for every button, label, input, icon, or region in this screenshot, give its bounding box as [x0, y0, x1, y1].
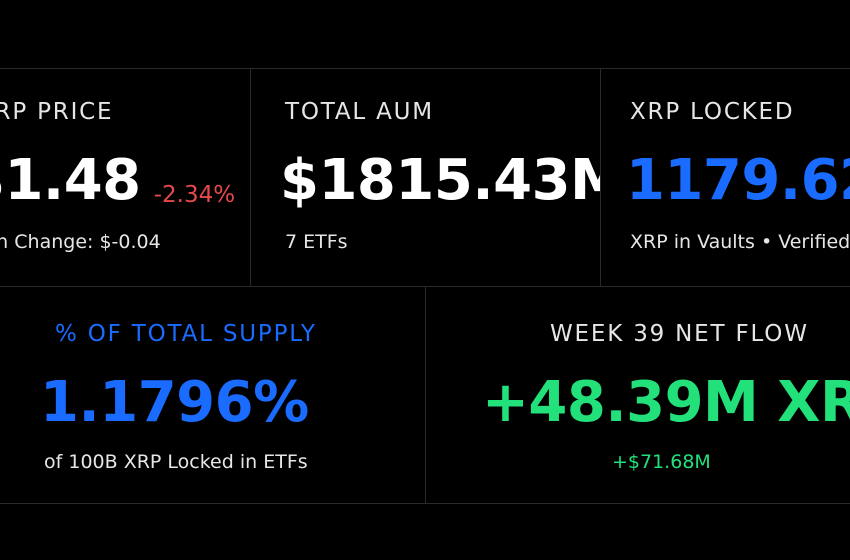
supply-subtitle: of 100B XRP Locked in ETFs	[44, 451, 308, 473]
aum-value: $1815.43M	[280, 148, 600, 213]
price-value-row: $1.48 -2.34%	[0, 153, 235, 209]
supply-label: % OF TOTAL SUPPLY	[55, 321, 317, 347]
aum-etf-count: 7 ETFs	[285, 231, 348, 253]
grid-line-top	[0, 68, 850, 69]
supply-card: % OF TOTAL SUPPLY 1.1796% of 100B XRP Lo…	[0, 287, 425, 503]
price-change-percent: -2.34%	[153, 181, 236, 208]
locked-subtitle: XRP in Vaults • Verified	[630, 231, 850, 253]
supply-value: 1.1796%	[40, 370, 309, 435]
flow-usd-value: +$71.68M	[612, 451, 711, 473]
aum-label: TOTAL AUM	[285, 99, 434, 125]
price-card: XRP PRICE $1.48 -2.34% 24h Change: $-0.0…	[0, 69, 250, 286]
price-change-subtitle: 24h Change: $-0.04	[0, 231, 161, 253]
price-label: XRP PRICE	[0, 99, 114, 125]
flow-label: WEEK 39 NET FLOW	[550, 321, 809, 347]
flow-card: WEEK 39 NET FLOW +48.39M XRP +$71.68M	[426, 287, 850, 503]
locked-value: 1179.62M	[626, 148, 850, 213]
grid-divider-2	[600, 68, 601, 286]
grid-divider-1	[250, 68, 251, 286]
flow-value: +48.39M XRP	[482, 370, 850, 435]
locked-label: XRP LOCKED	[630, 99, 795, 125]
price-value: $1.48	[0, 148, 141, 213]
grid-line-bottom	[0, 503, 850, 504]
aum-card: TOTAL AUM $1815.43M 7 ETFs	[251, 69, 600, 286]
grid-divider-3	[425, 286, 426, 503]
locked-card: XRP LOCKED 1179.62M XRP in Vaults • Veri…	[601, 69, 850, 286]
